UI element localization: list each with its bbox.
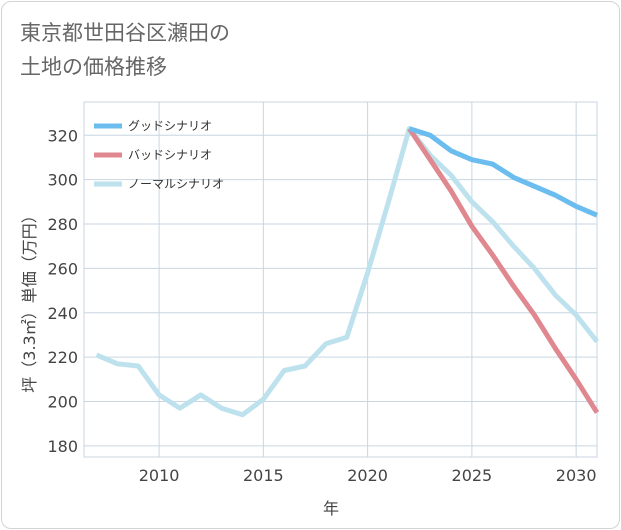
y-tick-label: 180 — [47, 437, 78, 456]
x-axis-ticks: 2010 2015 2020 2025 2030 — [139, 466, 597, 485]
x-tick-label: 2020 — [347, 466, 388, 485]
chart-title: 東京都世田谷区瀬田の 土地の価格推移 — [20, 16, 230, 84]
x-axis-title: 年 — [323, 499, 339, 518]
series-lines — [95, 126, 600, 418]
y-tick-label: 280 — [47, 215, 78, 234]
legend-label: グッドシナリオ — [128, 119, 212, 133]
series-line-2 — [95, 126, 599, 418]
y-axis-title: 坪（3.3㎡）単価（万円） — [20, 207, 39, 392]
chart-title-line2: 土地の価格推移 — [20, 55, 167, 79]
y-tick-label: 240 — [47, 304, 78, 323]
plot-frame — [83, 101, 598, 458]
legend-label: ノーマルシナリオ — [128, 177, 224, 191]
x-tick-label: 2030 — [556, 466, 597, 485]
y-tick-label: 200 — [47, 393, 78, 412]
x-tick-label: 2025 — [452, 466, 493, 485]
y-tick-label: 260 — [47, 259, 78, 278]
legend-label: バッドシナリオ — [128, 148, 212, 162]
y-axis-ticks: 180 200 220 240 260 280 300 320 — [47, 126, 78, 456]
x-tick-label: 2015 — [243, 466, 284, 485]
y-tick-label: 300 — [47, 171, 78, 190]
y-tick-label: 220 — [47, 348, 78, 367]
series-line-1 — [407, 127, 600, 414]
y-tick-label: 320 — [47, 126, 78, 145]
chart-title-line1: 東京都世田谷区瀬田の — [20, 21, 230, 45]
series-line-0 — [408, 126, 598, 218]
x-tick-label: 2010 — [139, 466, 180, 485]
